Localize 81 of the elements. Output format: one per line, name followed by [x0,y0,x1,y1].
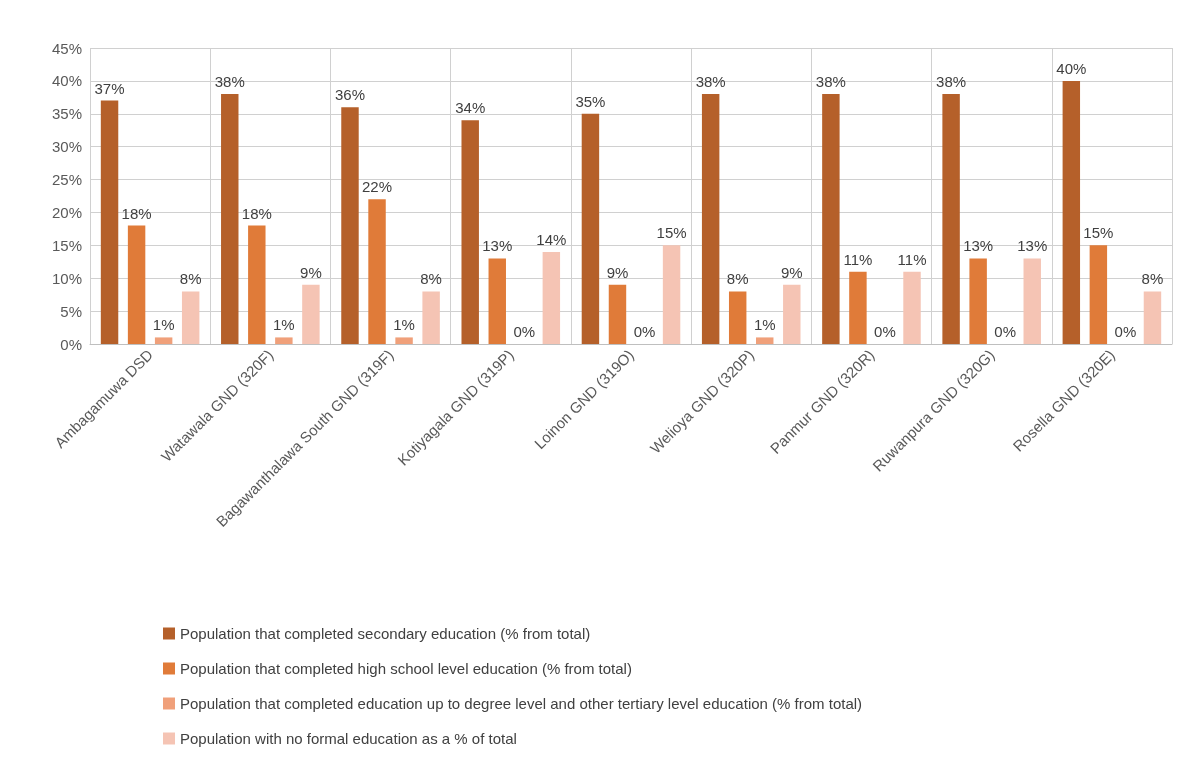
y-tick-label: 45% [51,39,82,57]
y-tick-label: 35% [51,105,82,123]
data-label: 40% [1056,59,1087,77]
data-label: 18% [121,204,152,222]
data-label: 1% [152,316,175,334]
data-label: 8% [726,270,749,288]
bar [1023,258,1041,344]
bar [248,225,266,344]
y-tick-label: 0% [60,335,82,353]
bar [701,94,720,344]
data-label: 38% [214,73,245,91]
bar [969,258,987,344]
bar [302,284,320,344]
legend-label: Population that completed education up to degree level and other tertiary level education (% from total) [180,695,863,712]
bar [127,225,146,344]
data-label: 0% [874,323,896,340]
data-label: 14% [536,230,567,248]
bar [341,107,359,344]
data-label: 38% [936,73,967,91]
data-label: 8% [1141,270,1164,288]
bar [461,120,479,344]
data-label: 1% [273,316,295,334]
bar [849,271,867,344]
data-label: 1% [393,316,415,334]
bar [154,337,173,344]
bar [422,291,440,344]
bar [822,94,840,344]
legend-label: Population that completed high school level education (% from total) [180,660,632,677]
data-label: 38% [695,73,726,91]
data-label: 9% [606,263,629,281]
data-label: 18% [241,204,272,222]
bar [783,284,801,344]
y-tick-label: 15% [51,236,82,254]
y-tick-label: 40% [51,72,82,90]
y-tick-label: 30% [51,138,82,156]
data-label: 8% [179,270,202,288]
data-label: 0% [1114,323,1137,340]
data-label: 15% [1083,224,1114,242]
data-label: 0% [513,323,536,340]
y-tick-label: 25% [51,171,82,189]
data-label: 9% [300,263,322,281]
bar [275,337,293,344]
bar [1089,245,1108,344]
data-label: 8% [420,270,442,288]
data-label: 22% [362,178,393,196]
bar [903,271,921,344]
data-label: 13% [1017,237,1048,255]
bar [488,258,506,344]
bar [100,100,119,344]
bar [662,245,681,344]
bar [221,94,239,344]
bar [1062,80,1081,344]
bar [542,251,561,344]
data-label: 15% [656,224,687,242]
data-label: 36% [334,86,365,104]
data-label: 1% [753,316,776,334]
data-label: 35% [575,92,606,110]
data-label: 9% [780,263,803,281]
bar [608,284,627,344]
legend-label: Population with no formal education as a % of total [180,730,517,747]
data-label: 37% [94,79,125,97]
data-label: 13% [482,237,513,255]
bar [581,113,600,344]
data-label: 13% [963,237,994,255]
y-tick-label: 20% [51,203,82,221]
y-tick-label: 10% [51,269,82,287]
data-label: 38% [815,73,846,91]
data-label: 0% [633,323,656,340]
bar [395,337,413,344]
bar [181,291,200,344]
legend-label: Population that completed secondary education (% from total) [180,625,591,642]
y-tick-label: 5% [60,302,82,320]
bar [728,291,747,344]
bar [1143,291,1162,344]
data-label: 0% [994,323,1017,340]
bar [368,199,386,344]
data-label: 11% [897,250,927,268]
bar [756,337,774,344]
data-label: 34% [455,99,486,117]
bar [942,94,960,344]
data-label: 11% [843,250,873,268]
